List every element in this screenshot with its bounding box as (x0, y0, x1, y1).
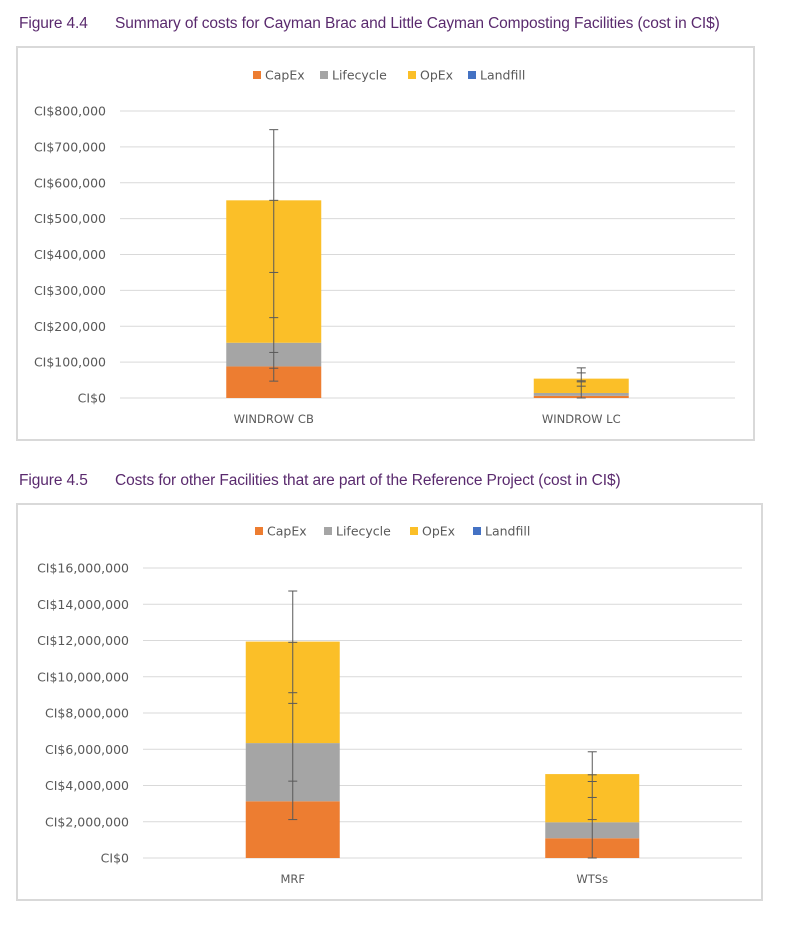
bar-stack-windrow-lc (533, 367, 629, 399)
legend-label: CapEx (267, 524, 307, 539)
legend-item-capex: CapEx (255, 524, 307, 539)
legend-item-opex: OpEx (410, 524, 455, 539)
legend-swatch-opex (408, 71, 416, 79)
error-bar (587, 751, 597, 859)
legend-label: Landfill (480, 68, 525, 83)
y-tick-label: CI$16,000,000 (37, 561, 129, 576)
figure-caption-text: Costs for other Facilities that are part… (115, 472, 621, 489)
y-tick-label: CI$4,000,000 (45, 778, 129, 793)
y-tick-label: CI$0 (78, 391, 106, 406)
legend-label: OpEx (420, 68, 453, 83)
y-tick-label: CI$8,000,000 (45, 706, 129, 721)
legend-swatch-lifecycle (320, 71, 328, 79)
bar-stack-mrf (245, 590, 340, 858)
y-tick-label: CI$500,000 (34, 211, 106, 226)
error-bar (288, 590, 298, 821)
legend-swatch-lifecycle (324, 527, 332, 535)
chart-other-facilities-costs: CapEx Lifecycle OpEx Landfill CI$0 CI$2,000,0… (37, 524, 742, 886)
y-gridlines (143, 567, 742, 859)
legend-swatch-opex (410, 527, 418, 535)
figure-caption-text: Summary of costs for Cayman Brac and Lit… (115, 15, 720, 32)
y-tick-label: CI$10,000,000 (37, 669, 129, 684)
y-tick-label: CI$0 (101, 851, 129, 866)
figure-number: Figure 4.5 (19, 472, 88, 489)
y-tick-label: CI$300,000 (34, 283, 106, 298)
legend-swatch-landfill (468, 71, 476, 79)
legend-item-opex: OpEx (408, 68, 453, 83)
y-gridlines (120, 110, 735, 399)
x-category-label: MRF (280, 872, 305, 886)
legend-label: CapEx (265, 68, 305, 83)
legend-label: Landfill (485, 524, 530, 539)
x-category-label: WINDROW LC (542, 412, 621, 426)
x-category-label: WINDROW CB (234, 412, 314, 426)
y-tick-label: CI$2,000,000 (45, 814, 129, 829)
y-axis-ticks: CI$0 CI$100,000 CI$200,000 CI$300,000 CI$400… (34, 104, 106, 406)
chart-frame-other-facilities: CapEx Lifecycle OpEx Landfill CI$0 CI$2,000,0… (16, 503, 763, 901)
error-bar (576, 367, 586, 399)
y-axis-ticks: CI$0 CI$2,000,000 CI$4,000,000 CI$6,000,000… (37, 561, 129, 866)
legend-swatch-capex (255, 527, 263, 535)
legend-swatch-landfill (473, 527, 481, 535)
legend-swatch-capex (253, 71, 261, 79)
y-tick-label: CI$200,000 (34, 319, 106, 334)
legend-label: OpEx (422, 524, 455, 539)
y-tick-label: CI$600,000 (34, 175, 106, 190)
figure-4-4-caption: Figure 4.4 Summary of costs for Cayman Br… (19, 15, 720, 33)
bars (226, 129, 629, 399)
bar-stack-wtss (545, 751, 640, 859)
legend-item-lifecycle: Lifecycle (320, 68, 387, 83)
bar-stack-windrow-cb (226, 129, 322, 398)
chart-frame-composting: CapEx Lifecycle OpEx Landfill CI$0 CI$100,000… (16, 46, 755, 441)
legend-item-capex: CapEx (253, 68, 305, 83)
figure-number: Figure 4.4 (19, 15, 88, 32)
bars (245, 590, 640, 859)
legend-item-lifecycle: Lifecycle (324, 524, 391, 539)
chart-composting-costs: CapEx Lifecycle OpEx Landfill CI$0 CI$100,000… (34, 68, 735, 426)
legend-label: Lifecycle (332, 68, 387, 83)
error-bar (269, 129, 279, 382)
y-tick-label: CI$14,000,000 (37, 597, 129, 612)
legend: CapEx Lifecycle OpEx Landfill (253, 68, 525, 83)
y-tick-label: CI$100,000 (34, 355, 106, 370)
legend: CapEx Lifecycle OpEx Landfill (255, 524, 530, 539)
y-tick-label: CI$12,000,000 (37, 633, 129, 648)
legend-label: Lifecycle (336, 524, 391, 539)
y-tick-label: CI$400,000 (34, 247, 106, 262)
legend-item-landfill: Landfill (468, 68, 525, 83)
legend-item-landfill: Landfill (473, 524, 530, 539)
figure-4-5-caption: Figure 4.5 Costs for other Facilities tha… (19, 472, 621, 490)
y-tick-label: CI$6,000,000 (45, 742, 129, 757)
y-tick-label: CI$700,000 (34, 139, 106, 154)
x-category-label: WTSs (576, 872, 608, 886)
y-tick-label: CI$800,000 (34, 104, 106, 119)
